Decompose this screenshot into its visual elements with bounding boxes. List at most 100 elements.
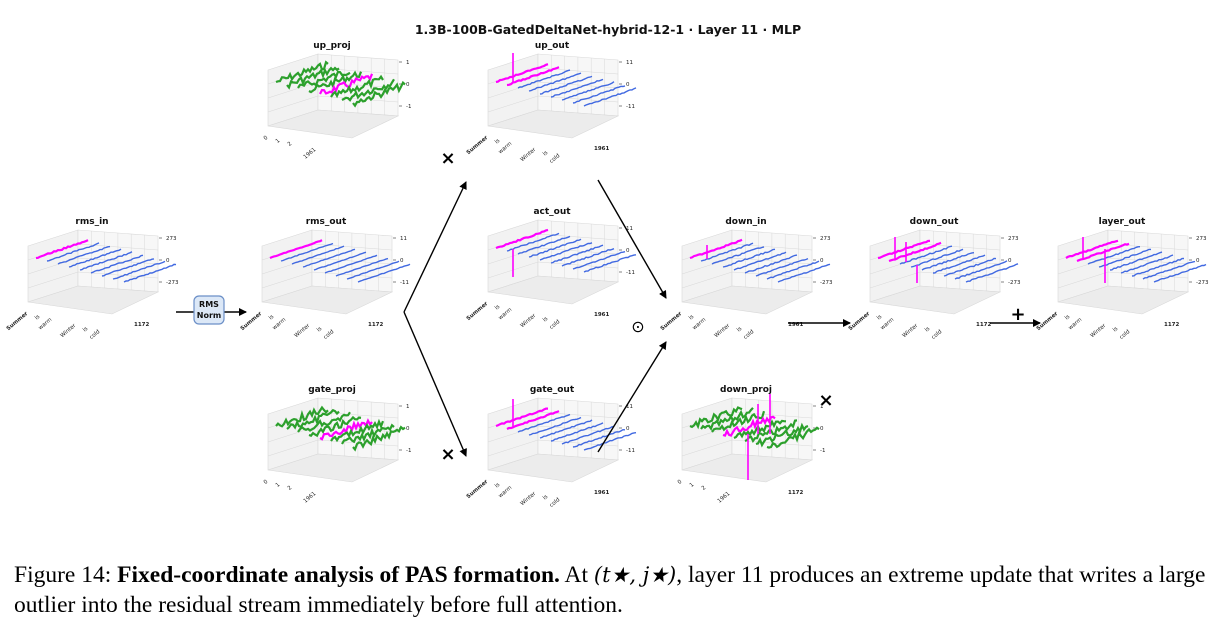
series-trace xyxy=(35,239,89,260)
x-tick-label: 1 xyxy=(275,138,282,145)
hadamard-operator: ⊙ xyxy=(631,317,644,336)
z-tick-label: 0 xyxy=(406,426,410,432)
arrow-rms-out-to-up-out xyxy=(403,181,467,313)
series-trace xyxy=(711,246,765,265)
series-trace xyxy=(341,78,395,102)
z-tick-label: 0 xyxy=(1008,258,1012,264)
series-trace xyxy=(921,252,975,271)
x-tick-label: 1961 xyxy=(303,147,318,161)
series-trace xyxy=(495,63,549,84)
y-tick-label: 1961 xyxy=(594,146,609,152)
series-trace xyxy=(539,419,593,439)
x-tick-label: Summer xyxy=(660,311,684,332)
grid-line xyxy=(27,271,79,289)
grid-line xyxy=(267,439,319,457)
x-tick-label: 1961 xyxy=(717,491,732,505)
x-tick-label: Winter xyxy=(902,322,920,339)
floor-pane xyxy=(681,453,814,483)
series-trace xyxy=(495,407,548,428)
series-trace xyxy=(506,232,560,252)
series-trace xyxy=(733,251,787,271)
series-trace xyxy=(766,426,820,449)
grid-line xyxy=(487,439,539,457)
z-tick-label: -11 xyxy=(400,280,409,286)
series-trace xyxy=(766,260,820,280)
y-tick-label: 1961 xyxy=(788,322,803,328)
series-trace xyxy=(68,248,122,268)
series-trace xyxy=(308,70,363,94)
series-trace xyxy=(517,69,571,89)
floor-pane xyxy=(261,285,394,315)
grid-line xyxy=(1057,257,1109,275)
series-trace xyxy=(297,411,351,433)
x-tick-label: is xyxy=(924,326,931,334)
series-trace xyxy=(291,245,345,265)
x-tick-label: is xyxy=(736,326,743,334)
series-trace xyxy=(506,66,560,87)
z-tick-label: 273 xyxy=(166,236,177,242)
rms-norm-label-line2: Norm xyxy=(197,311,221,320)
x-tick-label: 1 xyxy=(689,482,696,489)
series-trace xyxy=(330,74,384,99)
x-tick-label: 2 xyxy=(287,141,294,148)
series-trace xyxy=(572,85,626,104)
series-trace xyxy=(689,238,743,260)
z-tick-label: -273 xyxy=(1196,280,1209,286)
x-tick-label: 0 xyxy=(263,479,270,486)
plus-operator: + xyxy=(1010,304,1025,325)
series-trace xyxy=(1120,254,1174,274)
z-tick-label: -273 xyxy=(1008,280,1021,286)
floor-pane xyxy=(487,275,620,305)
x-tick-label: is xyxy=(1064,314,1071,322)
panel-title: down_out xyxy=(910,217,959,227)
series-trace xyxy=(733,419,787,439)
series-trace xyxy=(899,245,953,265)
x-tick-label: cold xyxy=(931,329,944,341)
arrow-gate-out-to-down-in xyxy=(597,341,667,453)
floor-pane xyxy=(1057,285,1190,315)
panel-title: down_proj xyxy=(720,385,772,395)
series-trace xyxy=(744,254,798,274)
series-trace xyxy=(286,408,340,430)
series-trace xyxy=(79,251,133,271)
floor-pane xyxy=(27,285,160,315)
grid-line xyxy=(77,243,159,251)
x-tick-label: 1961 xyxy=(303,491,318,505)
series-trace xyxy=(561,425,615,445)
x-tick-label: Summer xyxy=(240,311,264,332)
y-tick-label: 1961 xyxy=(594,490,609,496)
z-tick-label: -1 xyxy=(820,448,825,454)
grid-line xyxy=(267,81,319,99)
grid-line xyxy=(311,243,393,251)
series-trace xyxy=(1142,260,1196,280)
z-tick-label: 11 xyxy=(626,226,633,232)
x-tick-label: cold xyxy=(549,319,562,331)
caption-text2: , layer 11 produces an extreme update th… xyxy=(14,562,1206,618)
series-trace xyxy=(932,254,986,274)
series-trace xyxy=(1131,257,1185,277)
series-trace xyxy=(297,70,351,89)
floor-pane xyxy=(487,453,620,483)
z-tick-label: -11 xyxy=(626,270,635,276)
grid-line xyxy=(681,271,733,289)
x-tick-label: cold xyxy=(549,497,562,509)
floor-pane xyxy=(487,109,620,139)
series-trace xyxy=(319,73,374,95)
series-trace xyxy=(561,81,615,101)
y-tick-label: 1172 xyxy=(134,322,149,328)
grid-line xyxy=(919,243,1001,251)
series-trace xyxy=(777,263,831,283)
x-tick-label: 2 xyxy=(701,485,708,492)
z-tick-label: 11 xyxy=(400,236,407,242)
panel-title: gate_out xyxy=(530,385,575,395)
series-trace xyxy=(101,258,155,277)
x-tick-label: is xyxy=(494,138,501,146)
series-trace xyxy=(943,257,997,277)
rms-norm-box: RMS Norm xyxy=(193,295,225,325)
z-tick-label: -273 xyxy=(166,280,179,286)
x-tick-label: is xyxy=(82,326,89,334)
